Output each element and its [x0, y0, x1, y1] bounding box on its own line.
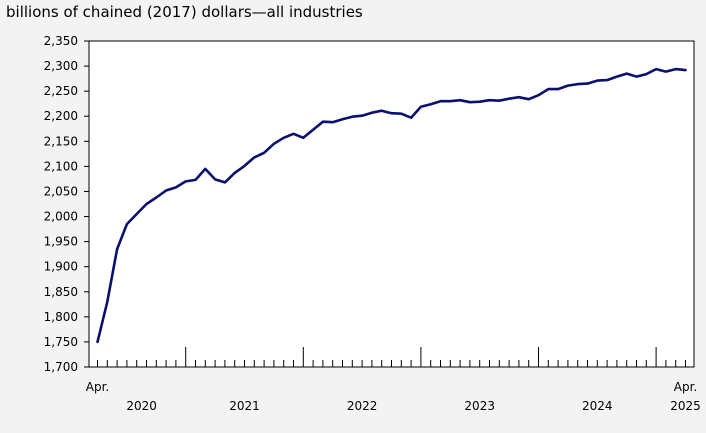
y-tick-label: 2,150 [44, 134, 78, 148]
x-year-label: 2023 [464, 399, 495, 413]
x-year-label: 2025 [670, 399, 701, 413]
y-tick-label: 2,000 [44, 210, 78, 224]
x-year-label: 2022 [347, 399, 378, 413]
y-tick-label: 1,900 [44, 260, 78, 274]
x-start-month-label: Apr. [86, 380, 109, 394]
y-tick-label: 2,200 [44, 109, 78, 123]
y-tick-label: 2,250 [44, 84, 78, 98]
x-year-label: 2021 [229, 399, 260, 413]
y-tick-label: 1,850 [44, 285, 78, 299]
x-year-label: 2024 [582, 399, 613, 413]
y-tick-label: 2,300 [44, 59, 78, 73]
x-year-label: 2020 [126, 399, 157, 413]
x-end-month-label: Apr. [674, 380, 697, 394]
plot-area [89, 41, 694, 367]
y-tick-label: 2,100 [44, 159, 78, 173]
chart-title: billions of chained (2017) dollars—all i… [6, 3, 363, 21]
y-axis: 1,700 1,750 1,800 1,850 1,900 1,950 2,000 2,050… [44, 34, 89, 374]
y-tick-label: 2,350 [44, 34, 78, 48]
y-tick-label: 1,950 [44, 235, 78, 249]
y-tick-label: 1,700 [44, 360, 78, 374]
y-tick-label: 1,750 [44, 335, 78, 349]
y-tick-label: 2,050 [44, 184, 78, 198]
y-tick-label: 1,800 [44, 310, 78, 324]
